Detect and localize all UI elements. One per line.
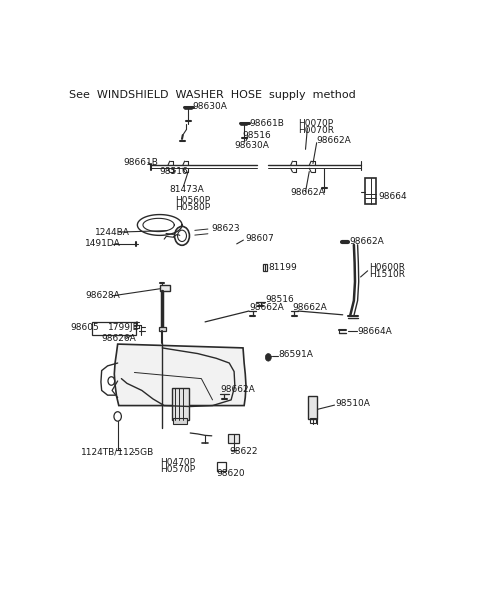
Bar (263, 264, 267, 271)
Text: 98516: 98516 (242, 131, 271, 139)
Text: 98664: 98664 (379, 192, 408, 201)
Bar (160, 286, 170, 291)
Text: 81473A: 81473A (170, 185, 204, 193)
Bar (172, 387, 190, 420)
Text: 98622: 98622 (229, 448, 258, 456)
Text: H0070R: H0070R (298, 126, 334, 135)
Text: 98662A: 98662A (349, 237, 384, 246)
Text: 98630A: 98630A (192, 103, 227, 111)
Bar (228, 434, 240, 443)
Text: 98630A: 98630A (235, 141, 270, 150)
Bar (92, 322, 135, 335)
Text: 98607: 98607 (245, 234, 274, 243)
Text: H0070P: H0070P (298, 119, 333, 128)
Text: H0600R: H0600R (369, 263, 405, 272)
Circle shape (265, 354, 271, 361)
Text: 1799JE: 1799JE (108, 323, 140, 332)
Polygon shape (114, 344, 246, 406)
Bar (159, 327, 166, 332)
Text: H0470P: H0470P (160, 458, 195, 467)
Text: 98662A: 98662A (220, 385, 255, 394)
Text: 98662A: 98662A (250, 303, 285, 312)
Text: 1491DA: 1491DA (85, 239, 121, 249)
Text: 81199: 81199 (268, 263, 297, 272)
Bar (365, 177, 376, 204)
Text: See  WINDSHIELD  WASHER  HOSE  supply  method: See WINDSHIELD WASHER HOSE supply method (69, 90, 356, 100)
Text: 98662A: 98662A (317, 136, 351, 146)
Text: H0570P: H0570P (160, 465, 195, 475)
Text: 98623: 98623 (212, 224, 240, 233)
Bar (217, 462, 226, 471)
Text: 98516: 98516 (265, 295, 294, 304)
Text: H0560P: H0560P (175, 196, 210, 205)
Text: 98605: 98605 (71, 323, 99, 332)
Text: 98620: 98620 (216, 468, 245, 478)
Bar (310, 418, 315, 422)
Text: 86591A: 86591A (279, 351, 313, 359)
Text: 98510A: 98510A (335, 399, 370, 408)
Text: 98661B: 98661B (123, 158, 158, 167)
Text: 98516: 98516 (160, 167, 189, 176)
Text: 1244BA: 1244BA (96, 228, 130, 236)
Text: H1510R: H1510R (369, 270, 405, 279)
Text: 98662A: 98662A (292, 303, 327, 312)
Bar (173, 418, 187, 424)
Text: 98628A: 98628A (85, 292, 120, 300)
Text: 98662A: 98662A (290, 188, 325, 197)
Text: 98661B: 98661B (250, 119, 285, 128)
Text: 1124TB/1125GB: 1124TB/1125GB (81, 448, 154, 456)
Text: 98664A: 98664A (358, 327, 392, 336)
Bar (309, 396, 317, 419)
Text: H0580P: H0580P (175, 203, 210, 212)
Text: 98626A: 98626A (101, 334, 136, 343)
